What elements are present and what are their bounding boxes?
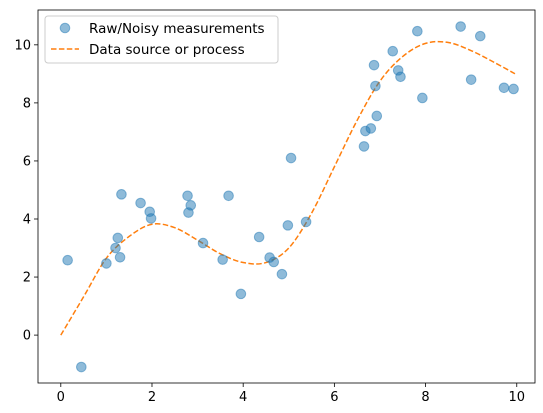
data-point xyxy=(185,200,197,211)
data-point xyxy=(498,82,510,94)
scatter-points-layer xyxy=(62,21,519,373)
data-point xyxy=(282,220,294,231)
x-tick-label: 6 xyxy=(330,390,338,405)
y-tick-label: 0 xyxy=(23,329,31,344)
legend-label-measurements: Raw/Noisy measurements xyxy=(89,21,265,37)
y-tick-label: 4 xyxy=(23,212,31,227)
x-tick-label: 4 xyxy=(239,390,247,405)
data-point xyxy=(370,80,381,92)
data-point xyxy=(268,256,280,268)
data-point xyxy=(412,25,423,37)
y-tick-label: 2 xyxy=(23,271,31,286)
data-point xyxy=(114,252,126,263)
data-point xyxy=(145,213,157,224)
legend-label-process: Data source or process xyxy=(89,42,245,58)
data-point xyxy=(474,30,486,42)
data-point xyxy=(197,237,209,249)
data-point xyxy=(417,92,428,104)
data-point xyxy=(455,21,466,32)
data-point xyxy=(276,268,288,280)
data-point xyxy=(110,242,121,254)
data-point xyxy=(116,189,127,200)
data-point xyxy=(182,190,193,202)
data-point xyxy=(365,123,377,134)
data-point xyxy=(235,288,247,300)
x-axis-ticks: 0 2 4 6 8 10 xyxy=(57,383,525,405)
x-tick-label: 0 xyxy=(57,390,65,405)
legend-marker-measurements xyxy=(59,22,71,34)
data-point xyxy=(135,197,146,209)
data-point xyxy=(395,71,406,83)
data-point xyxy=(508,83,519,95)
data-point xyxy=(76,361,87,373)
plot-frame xyxy=(37,9,536,384)
data-point xyxy=(223,190,234,202)
data-point xyxy=(62,254,73,266)
data-point xyxy=(217,254,228,265)
data-point xyxy=(387,45,399,57)
data-point xyxy=(285,152,297,164)
x-tick-label: 2 xyxy=(148,390,156,405)
data-point xyxy=(368,59,380,71)
data-point xyxy=(101,258,112,269)
legend: Raw/Noisy measurements Data source or pr… xyxy=(44,15,279,64)
data-point xyxy=(465,74,477,85)
legend-box xyxy=(44,15,279,64)
y-tick-label: 10 xyxy=(14,38,31,53)
y-tick-label: 8 xyxy=(23,96,31,111)
line-series-layer xyxy=(60,40,518,336)
plot-background xyxy=(38,10,535,383)
data-point xyxy=(112,232,124,244)
series-line-process xyxy=(60,40,518,336)
x-tick-label: 8 xyxy=(421,390,429,405)
y-tick-label: 6 xyxy=(23,154,31,169)
data-point xyxy=(371,110,383,122)
data-point xyxy=(358,141,370,152)
y-axis-ticks: 0 2 4 6 8 10 xyxy=(14,38,38,344)
data-point xyxy=(300,216,312,228)
data-point xyxy=(253,231,265,243)
x-tick-label: 10 xyxy=(508,390,525,405)
